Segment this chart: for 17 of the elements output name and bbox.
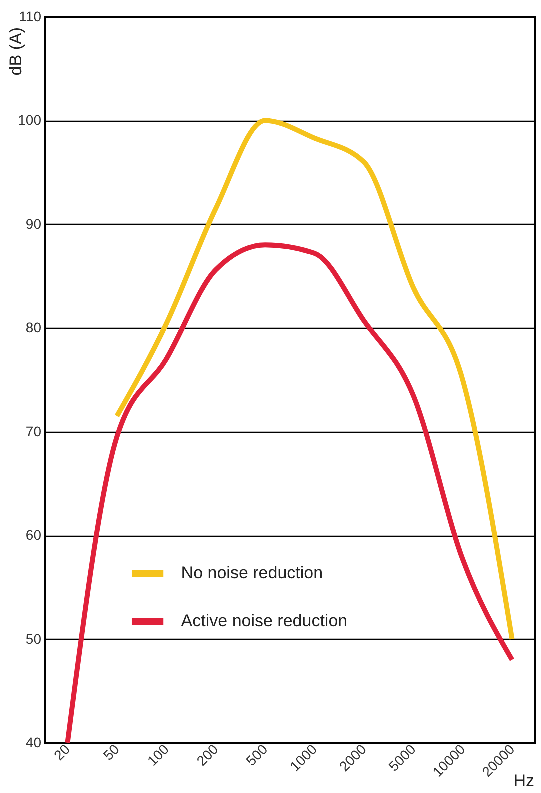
- y-tick-label: 60: [26, 527, 42, 544]
- x-tick-label: 500: [242, 740, 271, 769]
- y-tick-label: 90: [26, 216, 42, 232]
- y-tick-label: 50: [26, 630, 42, 647]
- x-tick-label: 50: [100, 740, 123, 764]
- legend-label: Active noise reduction: [181, 612, 348, 631]
- y-tick-label: 100: [18, 112, 42, 128]
- x-tick-label: 20: [50, 740, 74, 764]
- x-tick-label: 200: [194, 740, 222, 769]
- y-axis-title: dB (A): [6, 28, 26, 76]
- legend-label: No noise reduction: [181, 564, 324, 583]
- x-axis-title: Hz: [514, 772, 534, 790]
- y-tick-label: 80: [26, 320, 42, 336]
- y-tick-label: 70: [26, 423, 42, 440]
- x-tick-label: 100: [144, 740, 172, 769]
- y-tick-label: 110: [19, 8, 42, 24]
- y-tick-label: 40: [26, 734, 42, 750]
